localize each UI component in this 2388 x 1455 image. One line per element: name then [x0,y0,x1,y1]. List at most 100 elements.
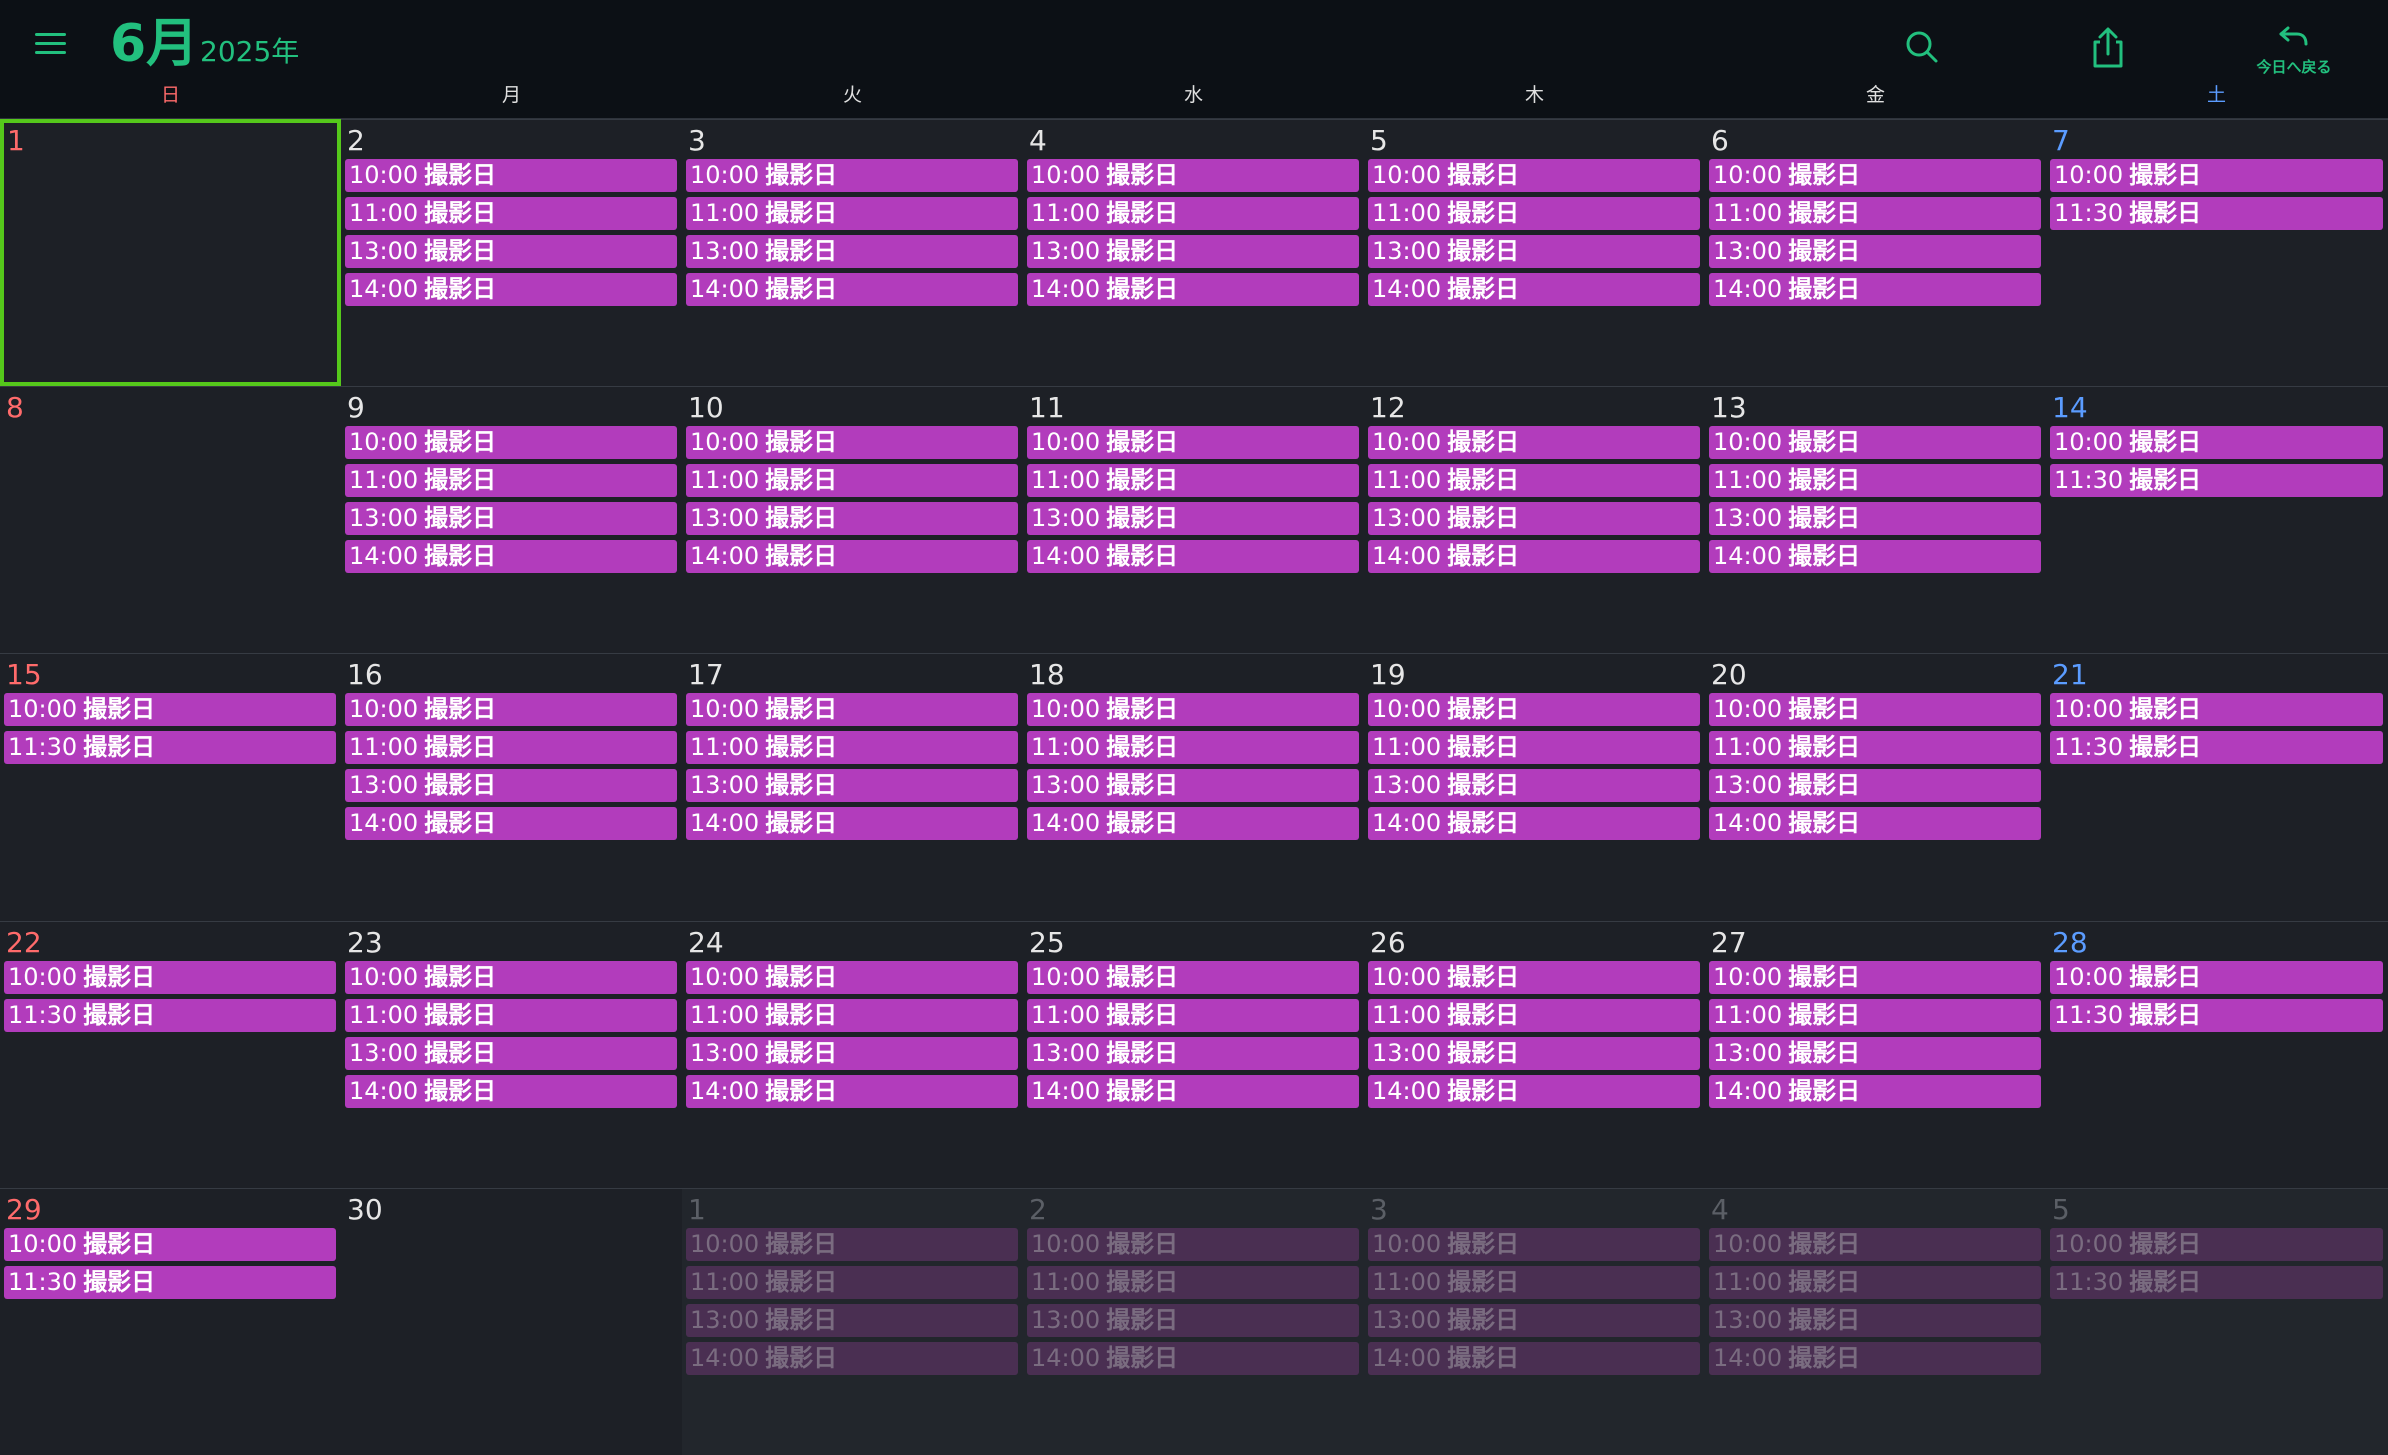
event-item[interactable]: 10:00 撮影日 [345,426,677,459]
event-item[interactable]: 11:00 撮影日 [1709,731,2041,764]
event-item[interactable]: 14:00 撮影日 [1027,540,1359,573]
day-cell[interactable]: 23 10:00 撮影日 11:00 撮影日 13:00 撮影日 14:00 撮影日 [341,921,682,1188]
event-item[interactable]: 14:00 撮影日 [1709,540,2041,573]
month-title[interactable]: 6月 [110,14,199,74]
event-item[interactable]: 11:00 撮影日 [686,999,1018,1032]
event-item[interactable]: 14:00 撮影日 [345,807,677,840]
event-item[interactable]: 13:00 撮影日 [1027,1037,1359,1070]
event-item[interactable]: 13:00 撮影日 [1368,769,1700,802]
event-item[interactable]: 13:00 撮影日 [345,502,677,535]
day-cell[interactable]: 20 10:00 撮影日 11:00 撮影日 13:00 撮影日 14:00 撮影日 [1705,653,2046,921]
event-item[interactable]: 11:00 撮影日 [1027,731,1359,764]
day-cell[interactable]: 24 10:00 撮影日 11:00 撮影日 13:00 撮影日 14:00 撮影日 [682,921,1023,1188]
event-item[interactable]: 10:00 撮影日 [1368,1228,1700,1261]
event-item[interactable]: 10:00 撮影日 [1709,961,2041,994]
event-item[interactable]: 11:00 撮影日 [1368,464,1700,497]
event-item[interactable]: 13:00 撮影日 [686,769,1018,802]
event-item[interactable]: 13:00 撮影日 [1027,769,1359,802]
day-cell[interactable]: 26 10:00 撮影日 11:00 撮影日 13:00 撮影日 14:00 撮影日 [1364,921,1705,1188]
event-item[interactable]: 14:00 撮影日 [1709,273,2041,306]
event-item[interactable]: 13:00 撮影日 [1368,1304,1700,1337]
event-item[interactable]: 13:00 撮影日 [686,235,1018,268]
event-item[interactable]: 13:00 撮影日 [1368,502,1700,535]
event-item[interactable]: 11:00 撮影日 [1368,731,1700,764]
event-item[interactable]: 13:00 撮影日 [1709,1304,2041,1337]
event-item[interactable]: 10:00 撮影日 [686,961,1018,994]
event-item[interactable]: 14:00 撮影日 [1709,1342,2041,1375]
event-item[interactable]: 13:00 撮影日 [1709,502,2041,535]
event-item[interactable]: 14:00 撮影日 [686,273,1018,306]
event-item[interactable]: 11:00 撮影日 [345,197,677,230]
event-item[interactable]: 10:00 撮影日 [1027,159,1359,192]
day-cell[interactable]: 5 10:00 撮影日 11:00 撮影日 13:00 撮影日 14:00 撮影日 [1364,119,1705,386]
event-item[interactable]: 10:00 撮影日 [4,693,336,726]
day-cell[interactable]: 29 10:00 撮影日 11:30 撮影日 [0,1188,341,1455]
event-item[interactable]: 11:30 撮影日 [2050,197,2383,230]
event-item[interactable]: 11:00 撮影日 [345,999,677,1032]
event-item[interactable]: 11:00 撮影日 [1368,1266,1700,1299]
event-item[interactable]: 11:30 撮影日 [2050,1266,2383,1299]
day-cell[interactable]: 6 10:00 撮影日 11:00 撮影日 13:00 撮影日 14:00 撮影日 [1705,119,2046,386]
event-item[interactable]: 10:00 撮影日 [4,1228,336,1261]
day-cell-next-month[interactable]: 3 10:00 撮影日 11:00 撮影日 13:00 撮影日 14:00 撮影日 [1364,1188,1705,1455]
day-cell[interactable]: 9 10:00 撮影日 11:00 撮影日 13:00 撮影日 14:00 撮影日 [341,386,682,653]
event-item[interactable]: 14:00 撮影日 [686,540,1018,573]
day-cell-next-month[interactable]: 4 10:00 撮影日 11:00 撮影日 13:00 撮影日 14:00 撮影日 [1705,1188,2046,1455]
day-cell[interactable]: 4 10:00 撮影日 11:00 撮影日 13:00 撮影日 14:00 撮影日 [1023,119,1364,386]
event-item[interactable]: 10:00 撮影日 [1368,426,1700,459]
event-item[interactable]: 10:00 撮影日 [686,693,1018,726]
event-item[interactable]: 10:00 撮影日 [1709,426,2041,459]
event-item[interactable]: 10:00 撮影日 [345,693,677,726]
event-item[interactable]: 13:00 撮影日 [1709,235,2041,268]
event-item[interactable]: 11:30 撮影日 [2050,731,2383,764]
event-item[interactable]: 14:00 撮影日 [1368,1075,1700,1108]
day-cell[interactable]: 14 10:00 撮影日 11:30 撮影日 [2046,386,2388,653]
event-item[interactable]: 14:00 撮影日 [1027,807,1359,840]
event-item[interactable]: 11:00 撮影日 [686,1266,1018,1299]
event-item[interactable]: 10:00 撮影日 [1027,961,1359,994]
event-item[interactable]: 14:00 撮影日 [686,1342,1018,1375]
event-item[interactable]: 11:00 撮影日 [1027,1266,1359,1299]
event-item[interactable]: 10:00 撮影日 [4,961,336,994]
event-item[interactable]: 11:00 撮影日 [345,731,677,764]
share-icon[interactable] [2086,24,2130,72]
event-item[interactable]: 13:00 撮影日 [686,502,1018,535]
event-item[interactable]: 11:00 撮影日 [1027,999,1359,1032]
event-item[interactable]: 13:00 撮影日 [1368,235,1700,268]
day-cell[interactable]: 10 10:00 撮影日 11:00 撮影日 13:00 撮影日 14:00 撮影日 [682,386,1023,653]
event-item[interactable]: 14:00 撮影日 [1368,273,1700,306]
day-cell[interactable]: 21 10:00 撮影日 11:30 撮影日 [2046,653,2388,921]
event-item[interactable]: 11:00 撮影日 [1368,197,1700,230]
event-item[interactable]: 10:00 撮影日 [2050,961,2383,994]
event-item[interactable]: 11:30 撮影日 [4,1266,336,1299]
event-item[interactable]: 10:00 撮影日 [686,426,1018,459]
event-item[interactable]: 11:30 撮影日 [2050,999,2383,1032]
event-item[interactable]: 11:00 撮影日 [686,464,1018,497]
event-item[interactable]: 14:00 撮影日 [1368,540,1700,573]
event-item[interactable]: 11:00 撮影日 [686,731,1018,764]
event-item[interactable]: 13:00 撮影日 [1709,769,2041,802]
event-item[interactable]: 10:00 撮影日 [1027,426,1359,459]
search-icon[interactable] [1900,26,1944,70]
back-to-today-button[interactable]: 今日へ戻る [2234,22,2354,80]
hamburger-menu-icon[interactable] [30,28,74,64]
event-item[interactable]: 10:00 撮影日 [1368,693,1700,726]
day-cell[interactable]: 18 10:00 撮影日 11:00 撮影日 13:00 撮影日 14:00 撮影日 [1023,653,1364,921]
event-item[interactable]: 11:30 撮影日 [4,731,336,764]
event-item[interactable]: 14:00 撮影日 [345,1075,677,1108]
event-item[interactable]: 13:00 撮影日 [686,1304,1018,1337]
event-item[interactable]: 11:00 撮影日 [1709,464,2041,497]
event-item[interactable]: 14:00 撮影日 [1027,273,1359,306]
day-cell[interactable]: 3 10:00 撮影日 11:00 撮影日 13:00 撮影日 14:00 撮影日 [682,119,1023,386]
event-item[interactable]: 14:00 撮影日 [345,273,677,306]
day-cell-today[interactable]: 1 [0,119,341,386]
event-item[interactable]: 10:00 撮影日 [686,1228,1018,1261]
day-cell[interactable]: 27 10:00 撮影日 11:00 撮影日 13:00 撮影日 14:00 撮影日 [1705,921,2046,1188]
event-item[interactable]: 11:00 撮影日 [686,197,1018,230]
day-cell[interactable]: 22 10:00 撮影日 11:30 撮影日 [0,921,341,1188]
event-item[interactable]: 14:00 撮影日 [1709,807,2041,840]
event-item[interactable]: 10:00 撮影日 [1368,159,1700,192]
day-cell[interactable]: 17 10:00 撮影日 11:00 撮影日 13:00 撮影日 14:00 撮影日 [682,653,1023,921]
day-cell[interactable]: 8 [0,386,341,653]
event-item[interactable]: 10:00 撮影日 [1709,159,2041,192]
